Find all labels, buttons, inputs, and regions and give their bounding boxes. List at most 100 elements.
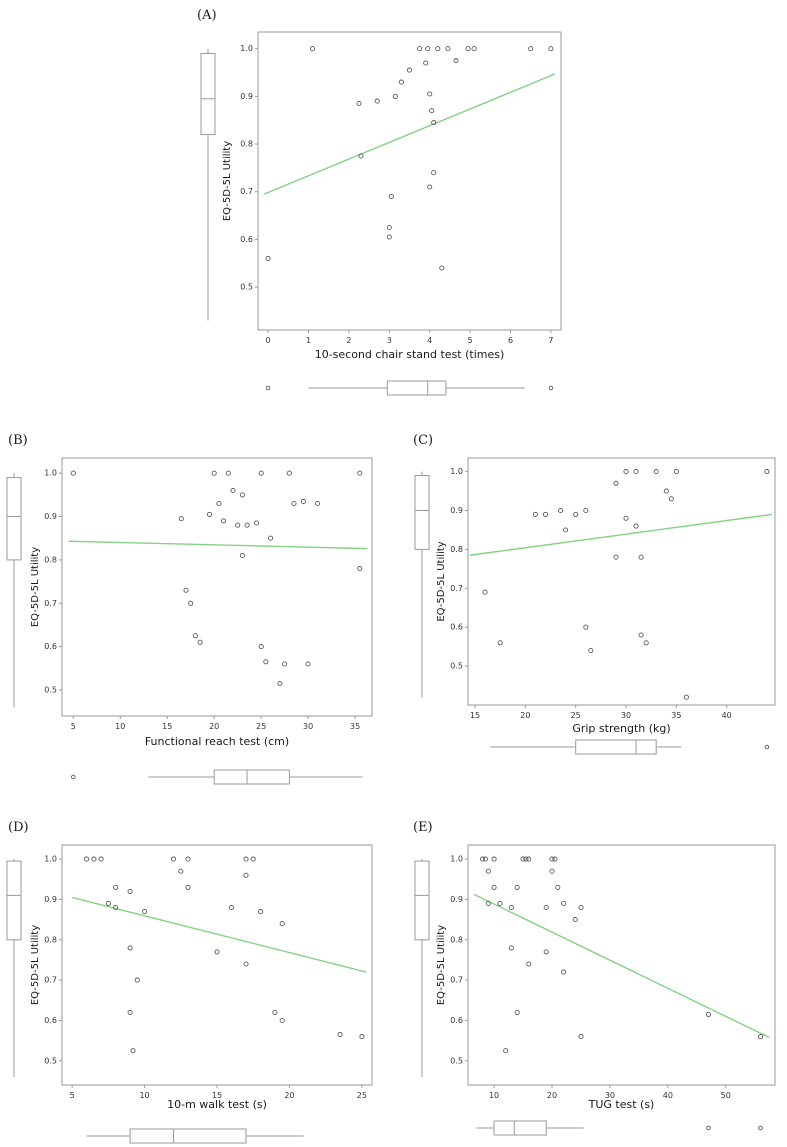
data-point	[243, 961, 249, 967]
data-point	[357, 566, 363, 572]
data-point	[578, 904, 584, 911]
data-point	[70, 470, 76, 476]
data-point	[523, 856, 529, 862]
x-tick-label: 30	[303, 722, 313, 731]
data-point	[357, 470, 363, 476]
box	[200, 52, 216, 136]
data-point	[555, 884, 561, 890]
x-tick-label: 15	[212, 1091, 222, 1100]
data-point	[221, 518, 227, 524]
data-point	[427, 91, 433, 97]
x-tick-label: 10	[489, 1091, 499, 1100]
data-point	[764, 469, 770, 475]
y-tick-label: 0.8	[240, 140, 253, 149]
data-point	[514, 884, 520, 890]
plot-border	[61, 457, 373, 717]
x-marginal-boxplot	[265, 380, 554, 396]
regression-line	[263, 73, 556, 195]
data-point	[358, 153, 364, 159]
data-point	[471, 46, 477, 52]
data-point	[267, 535, 274, 541]
data-point	[178, 516, 184, 522]
x-tick-label: 30	[605, 1091, 615, 1100]
data-point	[503, 1048, 509, 1054]
plot-border	[467, 457, 776, 706]
x-tick-label: 2	[346, 336, 351, 345]
y-marginal-boxplot	[6, 473, 22, 708]
x-tick-label: 0	[266, 336, 271, 345]
x-tick-label: 4	[427, 336, 432, 345]
data-point	[113, 884, 119, 890]
panel-A: (A) 0 1 2 3 4 5 6 7 0.5 0.6 0.7 0.8 0.9 1.0 10-second c…	[197, 8, 562, 396]
data-point	[257, 909, 264, 915]
panel-C: (C) 15 20 25 30 35 40 0.5 0.6 0.7 0.8 0.9 1.0 Grip st…	[413, 433, 776, 755]
data-point	[142, 909, 148, 915]
data-point	[528, 46, 534, 52]
data-point	[244, 522, 250, 528]
data-point	[127, 888, 133, 894]
data-point	[291, 500, 297, 507]
data-point	[314, 500, 321, 507]
data-point	[558, 507, 564, 514]
y-tick-label: 0.8	[44, 935, 57, 944]
data-point	[588, 647, 594, 654]
x-axis-label: Functional reach test (cm)	[145, 735, 289, 748]
data-point	[279, 921, 285, 927]
x-tick-label: 25	[571, 711, 581, 720]
data-point	[134, 977, 140, 983]
data-point	[300, 498, 306, 504]
data-point	[479, 856, 486, 862]
data-point	[439, 265, 445, 271]
data-point	[374, 98, 380, 104]
data-point	[435, 46, 441, 52]
data-point	[228, 904, 235, 911]
data-point	[543, 949, 549, 955]
data-point	[243, 856, 249, 862]
data-point	[561, 900, 567, 907]
data-point	[520, 856, 526, 862]
y-tick-label: 0.6	[44, 642, 57, 651]
plot-border	[467, 844, 776, 1086]
y-tick-label: 0.9	[240, 92, 253, 101]
data-point	[130, 1048, 136, 1054]
x-tick-label: 5	[468, 336, 473, 345]
data-point	[508, 945, 514, 951]
y-marginal-boxplot	[6, 859, 22, 1077]
data-point	[445, 46, 451, 52]
data-point	[633, 523, 639, 529]
box	[493, 1120, 547, 1136]
x-tick-label: 20	[520, 711, 530, 720]
box	[129, 1128, 247, 1144]
data-point	[286, 470, 292, 476]
data-point	[638, 632, 644, 638]
data-point	[216, 500, 222, 507]
y-axis-label: EQ-5D-5L Utility	[30, 547, 41, 627]
x-tick-label: 6	[508, 336, 513, 345]
data-point	[526, 961, 532, 967]
x-tick-label: 30	[621, 711, 631, 720]
y-tick-label: 0.7	[240, 187, 253, 196]
y-tick-label: 0.7	[44, 599, 57, 608]
outlier-point	[706, 1125, 711, 1131]
data-point	[282, 661, 288, 667]
y-marginal-boxplot	[414, 859, 430, 1077]
data-point	[386, 234, 392, 240]
data-point	[508, 904, 514, 911]
data-point	[225, 470, 231, 476]
data-point	[185, 884, 191, 890]
data-point	[578, 1034, 584, 1040]
x-tick-label: 7	[548, 336, 553, 345]
data-point	[482, 589, 488, 595]
data-point	[258, 470, 264, 476]
data-point	[465, 46, 471, 52]
data-point	[417, 46, 423, 52]
y-tick-label: 0.9	[44, 512, 57, 521]
y-tick-label: 1.0	[240, 44, 253, 53]
x-axis-label: Grip strength (kg)	[572, 722, 670, 735]
data-point	[265, 255, 271, 262]
x-marginal-boxplot	[490, 739, 770, 755]
y-tick-label: 0.7	[450, 584, 463, 593]
x-tick-label: 20	[284, 1091, 294, 1100]
data-point	[192, 633, 198, 639]
